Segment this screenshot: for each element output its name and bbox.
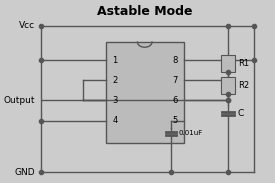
Text: 8: 8 <box>172 56 177 65</box>
Text: R2: R2 <box>238 81 249 90</box>
Text: 1: 1 <box>112 56 117 65</box>
Text: 5: 5 <box>172 116 177 125</box>
Bar <box>221 77 235 94</box>
Text: 3: 3 <box>112 96 117 105</box>
Text: Output: Output <box>4 96 35 105</box>
Text: 4: 4 <box>112 116 117 125</box>
Text: 0.01uF: 0.01uF <box>178 130 203 136</box>
Text: 7: 7 <box>172 76 177 85</box>
Text: R1: R1 <box>238 59 249 68</box>
Bar <box>106 42 184 143</box>
Text: Astable Mode: Astable Mode <box>97 5 192 18</box>
Bar <box>221 55 235 72</box>
Text: C: C <box>237 109 243 118</box>
Text: Vcc: Vcc <box>19 21 35 30</box>
Text: 6: 6 <box>172 96 177 105</box>
Text: GND: GND <box>15 167 35 177</box>
Text: 2: 2 <box>112 76 117 85</box>
